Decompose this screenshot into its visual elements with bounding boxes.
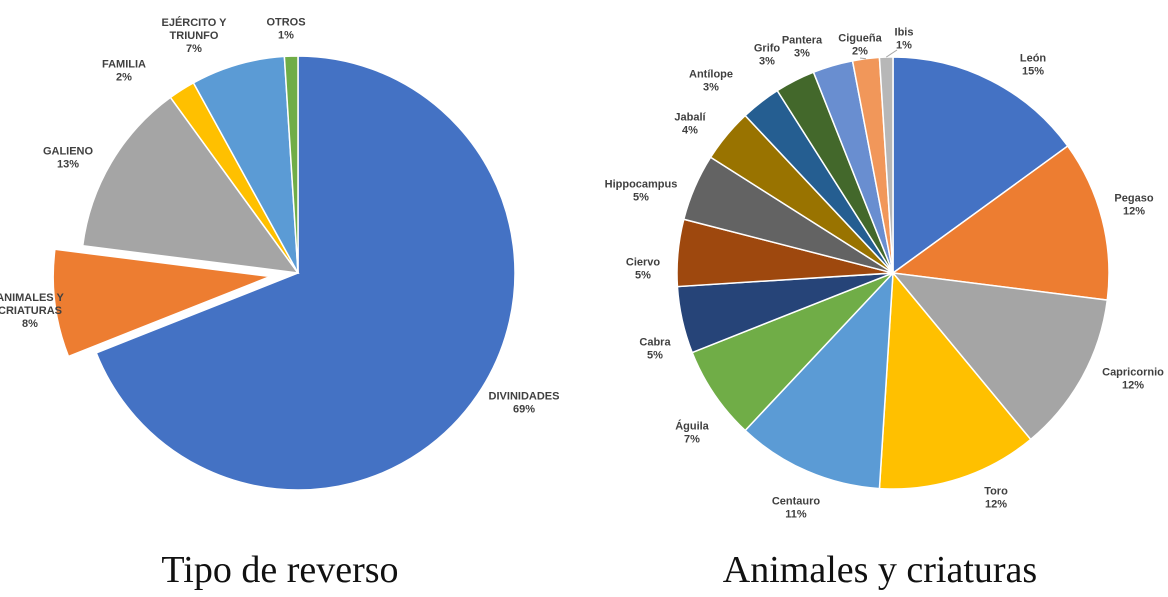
data-label-ejercito-y-triunfo: EJÉRCITO Y TRIUNFO 7% [161,16,227,55]
pie-slice-toro [878,271,1032,490]
data-label-cabra: Cabra 5% [639,337,671,362]
data-label-pegaso: Pegaso 12% [1114,193,1153,218]
pie-slice-ibis [878,56,894,274]
pie-chart-tipo-de-reverso: DIVINIDADES 69% ANIMALES Y CRIATURAS 8% GALIE… [0,16,560,491]
pie-chart-animales-y-criaturas: León 15% Pegaso 12% Capricornio 12% Toro 12% Cen… [605,27,1165,521]
pie-slice-galieno [81,96,300,274]
data-label-pantera: Pantera 3% [782,35,823,60]
data-label-jabali: Jabalí 4% [674,112,706,137]
data-label-ciervo: Ciervo 5% [626,257,661,282]
data-label-ciguena: Cigueña 2% [838,33,882,58]
data-label-antilope: Antílope 3% [689,69,733,94]
data-label-aguila: Águila 7% [675,420,709,446]
chart-caption-right: Animales y criaturas [722,549,1038,591]
chart-caption-left: Tipo de reverso [161,549,399,591]
data-label-ibis: Ibis 1% [895,27,914,52]
pie-slice-leon [892,56,1069,275]
pie-slice-pegaso [891,144,1110,301]
pie-slice-animales-y-criaturas [52,248,271,358]
data-label-familia: FAMILIA 2% [102,59,146,84]
data-label-otros: OTROS 1% [266,17,305,42]
pie-slice-centauro [744,270,894,490]
data-label-centauro: Centauro 11% [772,496,821,521]
data-label-leon: León 15% [1020,53,1047,78]
data-label-grifo: Grifo 3% [754,43,781,68]
data-label-divinidades: DIVINIDADES 69% [489,391,560,416]
data-label-hippocampus: Hippocampus 5% [605,179,678,204]
data-label-toro: Toro 12% [984,486,1008,511]
pie-slice-capricornio [891,272,1109,441]
pie-slice-otros [283,55,299,274]
data-label-capricornio: Capricornio 12% [1102,367,1164,392]
pie-slice-divinidades [95,55,516,491]
data-label-galieno: GALIENO 13% [43,146,94,171]
leader-line-ciguena [859,57,866,60]
data-label-animales-y-criaturas: ANIMALES Y CRIATURAS 8% [0,292,64,330]
leader-line-ibis [885,49,898,58]
